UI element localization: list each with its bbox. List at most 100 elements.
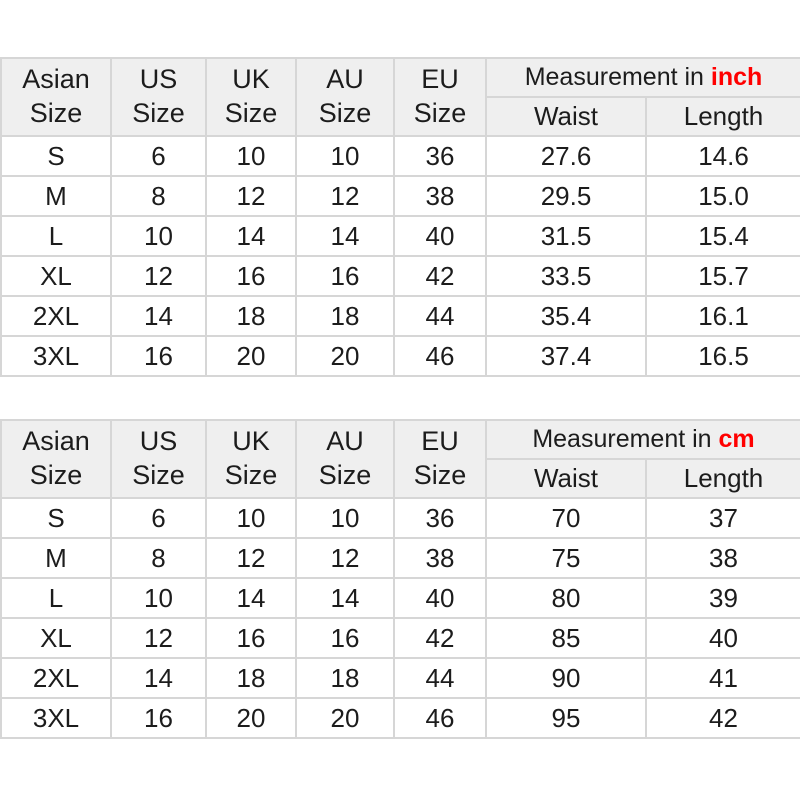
header-measurement-cm: Measurement in cm: [485, 419, 800, 460]
table-subheader-row: Waist Length: [1, 458, 800, 499]
header-us-size: US Size: [110, 57, 207, 137]
size-chart-inch-table: Asian Size US Size UK Size AU Size EU Si…: [0, 57, 800, 377]
cell-eu: 46: [393, 697, 487, 739]
cell-asian: XL: [0, 617, 112, 659]
cell-eu: 44: [393, 657, 487, 699]
cell-au: 12: [295, 537, 395, 579]
header-au-size: AU Size: [295, 419, 395, 499]
cell-au: 16: [295, 617, 395, 659]
cell-length: 14.6: [644, 135, 800, 177]
header-au-size: AU Size: [295, 57, 395, 137]
measurement-unit-cm: cm: [718, 424, 755, 453]
cell-eu: 40: [393, 577, 487, 619]
header-length: Length: [644, 96, 800, 137]
table-row: S 6 10 10 36 27.6 14.6: [0, 135, 800, 177]
cell-au: 20: [295, 697, 395, 739]
cell-length: 42: [645, 697, 800, 739]
header-asian-size: Asian Size: [0, 57, 112, 137]
cell-eu: 36: [393, 135, 487, 177]
cell-length: 16.1: [644, 295, 800, 337]
header-eu-size: EU Size: [393, 419, 487, 499]
header-uk-size: UK Size: [205, 419, 297, 499]
cell-uk: 12: [205, 537, 297, 579]
header-measurement-inch: Measurement in inch: [484, 57, 800, 98]
measurement-prefix: Measurement in: [532, 424, 712, 453]
cell-asian: 2XL: [0, 295, 112, 337]
cell-length: 41: [645, 657, 800, 699]
table-row: 3XL 16 20 20 46 95 42: [0, 697, 800, 739]
cell-waist: 80: [485, 577, 647, 619]
cell-au: 10: [295, 135, 395, 177]
header-length: Length: [645, 458, 800, 499]
cell-asian: L: [0, 215, 112, 257]
cell-au: 16: [295, 255, 395, 297]
header-waist: Waist: [485, 96, 647, 137]
cell-uk: 16: [205, 255, 297, 297]
cell-length: 16.5: [644, 335, 800, 377]
cell-asian: M: [0, 537, 112, 579]
table-header-row: Asian Size US Size UK Size AU Size EU Si…: [0, 419, 800, 499]
cell-length: 37: [645, 497, 800, 539]
cell-uk: 20: [205, 335, 297, 377]
cell-us: 6: [110, 497, 207, 539]
cell-au: 18: [295, 657, 395, 699]
cell-length: 15.0: [644, 175, 800, 217]
cell-asian: 2XL: [0, 657, 112, 699]
cell-waist: 35.4: [485, 295, 647, 337]
cell-au: 12: [295, 175, 395, 217]
measurement-prefix: Measurement in: [524, 62, 704, 91]
cell-waist: 70: [485, 497, 647, 539]
cell-us: 10: [110, 577, 207, 619]
cell-eu: 38: [393, 537, 487, 579]
cell-eu: 36: [393, 497, 487, 539]
cell-eu: 40: [393, 215, 487, 257]
cell-waist: 95: [485, 697, 647, 739]
cell-asian: S: [0, 135, 112, 177]
cell-au: 20: [295, 335, 395, 377]
cell-waist: 33.5: [485, 255, 647, 297]
cell-length: 15.4: [644, 215, 800, 257]
cell-waist: 37.4: [485, 335, 647, 377]
cell-waist: 31.5: [485, 215, 647, 257]
table-row: 2XL 14 18 18 44 35.4 16.1: [0, 295, 800, 337]
cell-uk: 10: [205, 497, 297, 539]
header-waist: Waist: [485, 458, 647, 499]
table-row: L 10 14 14 40 80 39: [0, 577, 800, 619]
cell-waist: 85: [485, 617, 647, 659]
cell-au: 10: [295, 497, 395, 539]
cell-us: 6: [110, 135, 207, 177]
cell-us: 16: [110, 697, 207, 739]
cell-uk: 20: [205, 697, 297, 739]
table-row: 3XL 16 20 20 46 37.4 16.5: [0, 335, 800, 377]
cell-asian: S: [0, 497, 112, 539]
cell-eu: 38: [393, 175, 487, 217]
size-chart-cm-table: Asian Size US Size UK Size AU Size EU Si…: [0, 419, 800, 739]
cell-us: 12: [110, 255, 207, 297]
cell-us: 14: [110, 657, 207, 699]
cell-length: 40: [645, 617, 800, 659]
cell-waist: 75: [485, 537, 647, 579]
cell-au: 14: [295, 577, 395, 619]
cell-uk: 14: [205, 215, 297, 257]
table-row: XL 12 16 16 42 33.5 15.7: [0, 255, 800, 297]
table-row: M 8 12 12 38 75 38: [0, 537, 800, 579]
cell-uk: 18: [205, 295, 297, 337]
cell-au: 14: [295, 215, 395, 257]
cell-uk: 10: [205, 135, 297, 177]
cell-us: 10: [110, 215, 207, 257]
cell-waist: 90: [485, 657, 647, 699]
table-row: XL 12 16 16 42 85 40: [0, 617, 800, 659]
header-eu-size: EU Size: [393, 57, 487, 137]
header-asian-size: Asian Size: [0, 419, 112, 499]
header-us-size: US Size: [110, 419, 207, 499]
table-subheader-row: Waist Length: [1, 96, 800, 137]
cell-au: 18: [295, 295, 395, 337]
table-row: L 10 14 14 40 31.5 15.4: [0, 215, 800, 257]
cell-length: 39: [645, 577, 800, 619]
cell-us: 8: [110, 537, 207, 579]
cell-eu: 42: [393, 255, 487, 297]
cell-us: 16: [110, 335, 207, 377]
table-row: 2XL 14 18 18 44 90 41: [0, 657, 800, 699]
cell-asian: XL: [0, 255, 112, 297]
